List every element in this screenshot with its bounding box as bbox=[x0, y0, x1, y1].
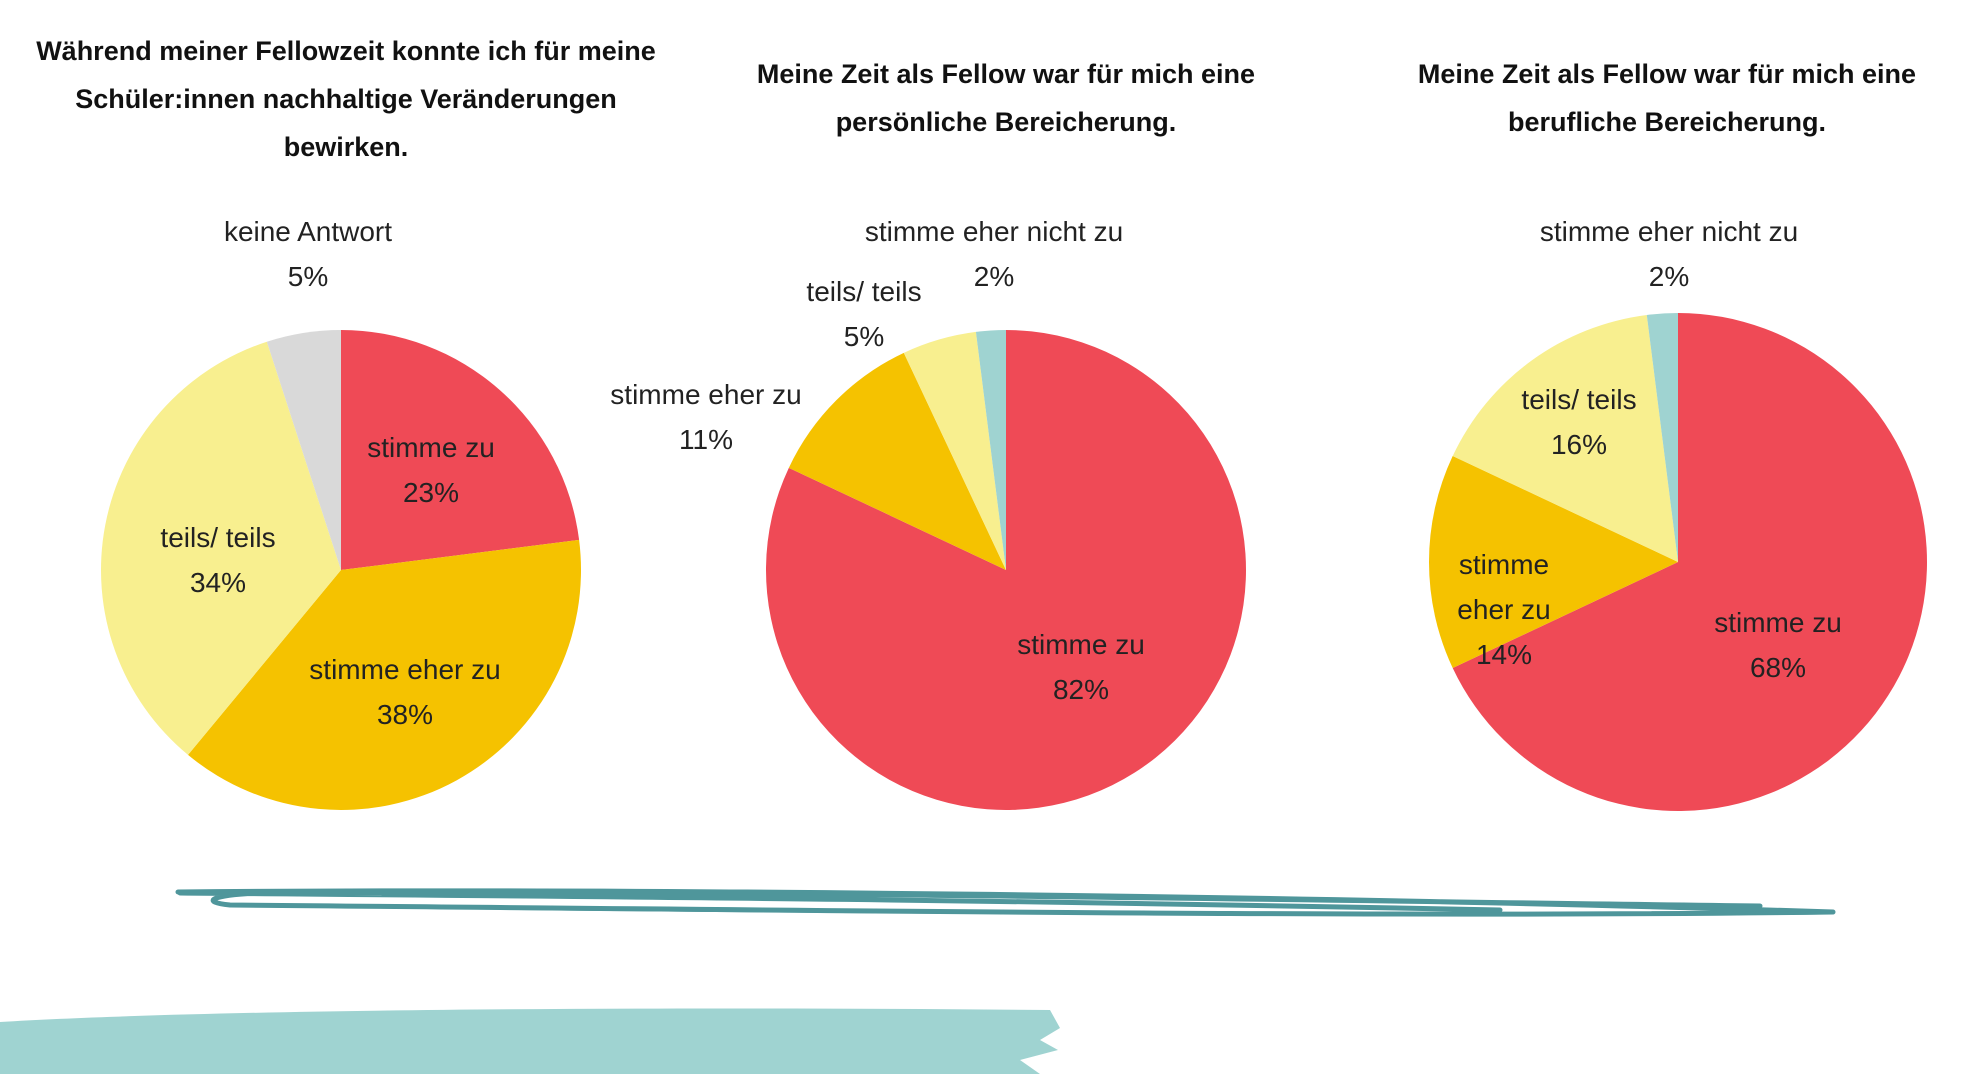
slice-value: 11% bbox=[586, 417, 826, 462]
slice-value: 14% bbox=[1449, 632, 1559, 677]
slice-category: stimme zu bbox=[1678, 600, 1878, 645]
slice-category: keine Antwort bbox=[198, 209, 418, 254]
decorative-brush bbox=[0, 1009, 1060, 1074]
slice-value: 5% bbox=[764, 314, 964, 359]
slice-value: 82% bbox=[971, 667, 1191, 712]
slice-category: stimme eher nicht zu bbox=[1509, 209, 1829, 254]
chart-title: Meine Zeit als Fellow war für mich eine … bbox=[706, 50, 1306, 146]
slice-value: 34% bbox=[108, 560, 328, 605]
slice-category: teils/ teils bbox=[1479, 377, 1679, 422]
chart-title: Während meiner Fellowzeit konnte ich für… bbox=[36, 27, 656, 171]
decorative-scribble bbox=[178, 891, 1833, 914]
slice-value: 16% bbox=[1479, 422, 1679, 467]
slice-category: stimme zu bbox=[971, 622, 1191, 667]
slice-category: stimme eher zu bbox=[295, 647, 515, 692]
slice-value: 2% bbox=[1509, 254, 1829, 299]
page: Während meiner Fellowzeit konnte ich für… bbox=[0, 0, 1987, 1074]
slice-category: stimme zu bbox=[321, 425, 541, 470]
chart-title: Meine Zeit als Fellow war für mich eine … bbox=[1367, 50, 1967, 146]
slice-category: teils/ teils bbox=[108, 515, 328, 560]
slice-value: 38% bbox=[295, 692, 515, 737]
slice-value: 68% bbox=[1678, 645, 1878, 690]
slice-value: 2% bbox=[834, 254, 1154, 299]
slice-value: 5% bbox=[198, 254, 418, 299]
slice-category: stimme eher zu bbox=[586, 372, 826, 417]
slice-category: stimme eher nicht zu bbox=[834, 209, 1154, 254]
slice-value: 23% bbox=[321, 470, 541, 515]
slice-category: stimme eher zu bbox=[1449, 542, 1559, 632]
